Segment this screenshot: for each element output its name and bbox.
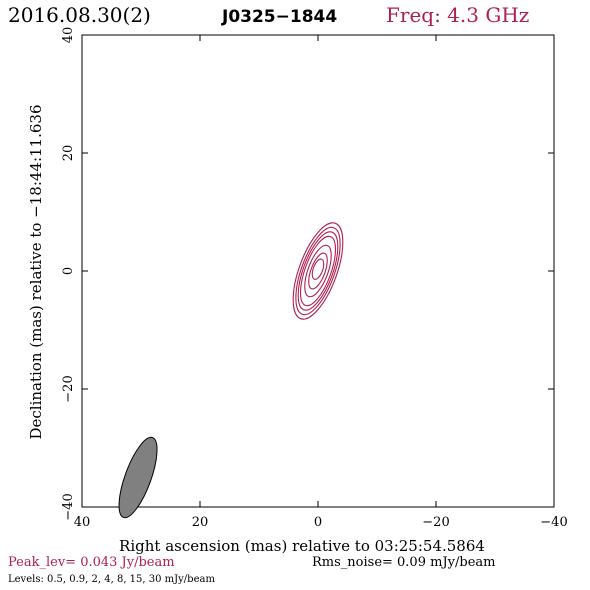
axis-ticks: 40 20 0 −20 −40 −40 −20 0 20 40 (61, 27, 568, 530)
x-tick-label: 0 (314, 515, 322, 530)
contour-level-30 (311, 258, 325, 280)
peak-level: Peak_lev= 0.043 Jy/beam (8, 555, 175, 570)
y-tick-label: −40 (61, 493, 76, 520)
rms-noise: Rms_noise= 0.09 mJy/beam (312, 555, 495, 570)
y-tick-label: −20 (61, 375, 76, 402)
contour-level-8 (304, 244, 332, 298)
y-tick-label: 20 (61, 145, 76, 162)
contour-level-4 (299, 235, 337, 307)
x-tick-label: −40 (540, 515, 567, 530)
plot-frame (81, 34, 555, 508)
x-axis-label: Right ascension (mas) relative to 03:25:… (119, 537, 485, 555)
contour-level-0-5 (292, 222, 344, 320)
header-frequency: Freq: 4.3 GHz (386, 3, 529, 27)
y-axis-label: Declination (mas) relative to −18:44:11.… (27, 104, 45, 439)
x-tick-label: −20 (422, 515, 449, 530)
beam-ellipse (118, 436, 158, 519)
contour-level-2 (297, 231, 339, 311)
y-tick-label: 0 (61, 267, 76, 275)
y-tick-label: 40 (61, 27, 76, 44)
contour-levels: Levels: 0.5, 0.9, 2, 4, 8, 15, 30 mJy/be… (8, 574, 215, 585)
contour-group (292, 222, 344, 320)
x-tick-label: 40 (74, 515, 91, 530)
header-date: 2016.08.30(2) (8, 3, 151, 27)
contour-level-0-9 (295, 226, 341, 316)
contour-level-15 (308, 252, 328, 290)
header-source: J0325−1844 (221, 7, 337, 27)
x-tick-label: 20 (192, 515, 209, 530)
beam-group (118, 436, 158, 519)
